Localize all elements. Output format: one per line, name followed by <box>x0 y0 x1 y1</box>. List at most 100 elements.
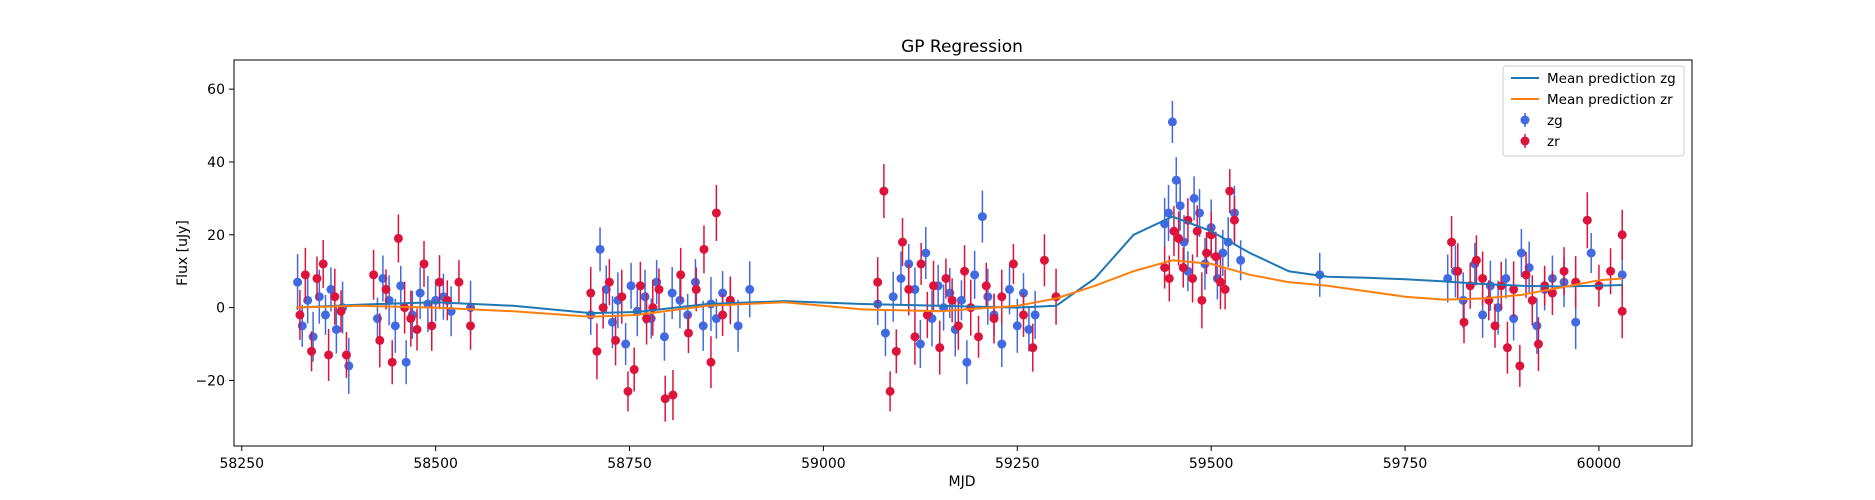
data-point-zg <box>626 281 636 291</box>
data-point-zg <box>293 277 303 287</box>
data-point-zr <box>1008 259 1018 269</box>
data-point-zg <box>880 328 890 338</box>
data-point-zr <box>1547 288 1557 298</box>
data-point-zr <box>676 270 686 280</box>
data-point-zr <box>1160 263 1170 273</box>
data-point-zr <box>1582 215 1592 225</box>
data-point-zg <box>970 270 980 280</box>
y-axis-label: Flux [uJy] <box>175 220 191 286</box>
data-point-zr <box>611 335 621 345</box>
data-point-zg <box>896 273 906 283</box>
x-tick-label: 59750 <box>1383 456 1428 472</box>
data-point-zr <box>1502 343 1512 353</box>
data-point-zg <box>698 321 708 331</box>
legend-label: zg <box>1547 113 1563 129</box>
series-zg <box>293 100 1627 394</box>
data-point-zr <box>929 281 939 291</box>
data-point-zr <box>654 284 664 294</box>
data-point-zr <box>1617 230 1627 240</box>
data-point-zr <box>1211 252 1221 262</box>
data-point-zg <box>690 277 700 287</box>
legend-label: Mean prediction zr <box>1547 92 1673 108</box>
data-point-zr <box>922 310 932 320</box>
data-point-zg <box>1509 314 1519 324</box>
data-point-zr <box>904 284 914 294</box>
line-Mean prediction zg <box>295 215 1623 315</box>
data-point-zr <box>711 208 721 218</box>
data-point-zr <box>974 332 984 342</box>
data-point-zr <box>966 303 976 313</box>
chart-title: GP Regression <box>901 37 1023 57</box>
data-point-zg <box>977 212 987 222</box>
data-point-zr <box>1169 226 1179 236</box>
data-point-zr <box>916 259 926 269</box>
data-point-zg <box>303 295 313 305</box>
data-point-zg <box>745 284 755 294</box>
data-point-zg <box>962 357 972 367</box>
data-point-zg <box>667 288 677 298</box>
data-point-zg <box>1478 310 1488 320</box>
data-point-zg <box>1458 295 1468 305</box>
data-point-zr <box>1471 255 1481 265</box>
data-point-zg <box>378 273 388 283</box>
x-tick-label: 60000 <box>1577 456 1622 472</box>
data-point-zr <box>412 324 422 334</box>
x-tick-label: 58750 <box>607 456 652 472</box>
data-point-zg <box>344 361 354 371</box>
data-point-zg <box>1532 321 1542 331</box>
data-point-zr <box>935 343 945 353</box>
x-axis-label: MJD <box>949 474 976 490</box>
data-point-zr <box>1459 317 1469 327</box>
data-point-zr <box>1509 284 1519 294</box>
data-point-zr <box>623 386 633 396</box>
data-point-zg <box>1012 321 1022 331</box>
data-point-zr <box>981 281 991 291</box>
data-point-zr <box>466 321 476 331</box>
legend: Mean prediction zg Mean prediction zr zg zr <box>1502 65 1685 157</box>
data-point-zr <box>1533 339 1543 349</box>
data-point-zg <box>640 292 650 302</box>
x-tick-label: 58500 <box>413 456 458 472</box>
data-point-zr <box>1521 270 1531 280</box>
data-point-zg <box>733 321 743 331</box>
data-point-zg <box>308 332 318 342</box>
data-point-zr <box>1039 255 1049 265</box>
data-point-zg <box>1024 324 1034 334</box>
data-point-zg <box>415 288 425 298</box>
data-point-zr <box>885 386 895 396</box>
data-point-zr <box>683 328 693 338</box>
data-point-zr <box>1606 266 1616 276</box>
data-point-zg <box>997 339 1007 349</box>
legend-label: Mean prediction zg <box>1547 71 1676 87</box>
data-point-zg <box>601 284 611 294</box>
data-point-zg <box>956 295 966 305</box>
data-point-zg <box>675 295 685 305</box>
data-point-zg <box>595 244 605 254</box>
data-point-zg <box>983 292 993 302</box>
data-point-zr <box>706 357 716 367</box>
x-tick-label: 59250 <box>995 456 1040 472</box>
data-point-zg <box>384 295 394 305</box>
x-tick-label: 59500 <box>1189 456 1234 472</box>
data-point-zr <box>341 350 351 360</box>
data-point-zr <box>997 292 1007 302</box>
data-point-zr <box>295 310 305 320</box>
data-point-zr <box>598 303 608 313</box>
data-point-zr <box>336 306 346 316</box>
data-point-zr <box>406 314 416 324</box>
data-point-zg <box>1171 175 1181 185</box>
data-point-zg <box>1167 117 1177 127</box>
data-point-zg <box>1617 270 1627 280</box>
data-point-zr <box>941 273 951 283</box>
data-point-zg <box>910 284 920 294</box>
data-point-zg <box>1195 208 1205 218</box>
data-point-zg <box>659 332 669 342</box>
y-axis: −20 0 20 40 60 <box>195 82 234 389</box>
data-point-zr <box>375 335 385 345</box>
data-point-zg <box>331 324 341 334</box>
data-point-zr <box>1197 295 1207 305</box>
data-point-zr <box>947 295 957 305</box>
data-point-zr <box>1527 295 1537 305</box>
data-point-zr <box>586 288 596 298</box>
